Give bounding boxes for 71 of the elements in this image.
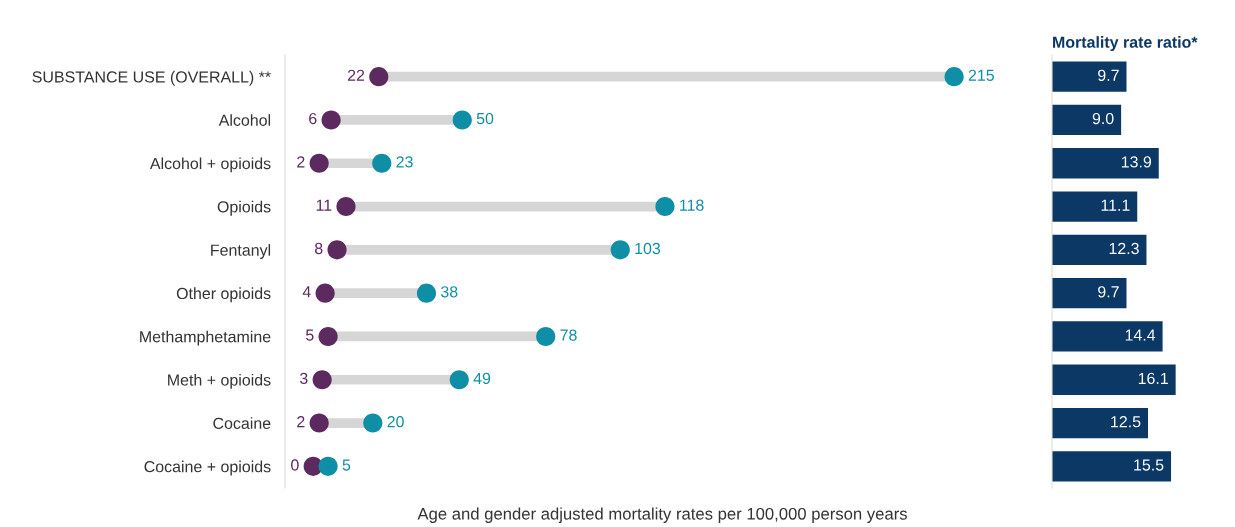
- data-label: 13.9: [1121, 156, 1152, 168]
- bar: [1052, 364, 1176, 395]
- data-label: 11: [316, 199, 332, 211]
- point: [655, 196, 675, 217]
- y-tick-label: Alcohol: [218, 114, 271, 126]
- bar: [1052, 321, 1163, 352]
- point: [321, 110, 341, 130]
- bar: [1052, 104, 1122, 136]
- point: [536, 326, 556, 347]
- point: [372, 153, 392, 173]
- data-label: 14.4: [1125, 329, 1156, 341]
- data-label: 15.5: [1134, 459, 1164, 471]
- data-label: 118: [680, 199, 704, 211]
- point: [369, 67, 389, 87]
- point: [449, 370, 469, 390]
- data-label: 5: [305, 329, 314, 341]
- data-label: 23: [396, 156, 413, 168]
- y-tick-label: Cocaine: [213, 417, 271, 429]
- data-label: 5: [342, 459, 351, 471]
- point: [315, 283, 335, 303]
- point: [336, 196, 356, 217]
- bar: [1052, 451, 1172, 482]
- data-label: 3: [299, 372, 308, 385]
- point: [416, 283, 437, 303]
- bar: [1052, 148, 1159, 179]
- y-tick-label: Other opioids: [176, 287, 271, 303]
- data-label: 78: [560, 329, 577, 341]
- data-label: 2: [297, 156, 305, 168]
- data-label: 22: [347, 69, 365, 81]
- data-label: 11.1: [1101, 199, 1130, 211]
- data-label: 4: [302, 286, 311, 298]
- bar: [1052, 277, 1127, 309]
- data-label: 12.3: [1109, 242, 1139, 255]
- point: [318, 456, 338, 476]
- data-label: 16.1: [1138, 372, 1168, 385]
- y-tick-label: Meth + opioids: [168, 373, 271, 389]
- data-label: 50: [476, 112, 494, 125]
- data-label: 2: [297, 416, 305, 428]
- bar: [1052, 407, 1148, 439]
- data-label: 9.0: [1092, 112, 1114, 125]
- data-label: 103: [635, 242, 661, 255]
- data-label: 6: [309, 112, 317, 125]
- bar: [1052, 61, 1127, 92]
- data-label: 215: [968, 69, 994, 81]
- chart-title: Mortality rate ratio*: [1053, 36, 1198, 51]
- point: [318, 326, 338, 347]
- y-tick-label: Fentanyl: [211, 244, 271, 259]
- data-label: 12.5: [1111, 416, 1141, 428]
- y-tick-label: Opioids: [217, 200, 271, 216]
- point: [327, 240, 347, 260]
- data-label: 20: [387, 416, 404, 428]
- data-label: 9.7: [1098, 69, 1119, 81]
- point: [309, 153, 329, 173]
- bar: [1052, 191, 1138, 222]
- data-label: 38: [440, 286, 458, 298]
- point: [452, 110, 472, 130]
- point: [312, 370, 332, 390]
- data-label: 49: [473, 372, 491, 385]
- point: [363, 413, 383, 433]
- point: [944, 67, 964, 87]
- y-tick-label: Methamphetamine: [140, 330, 271, 346]
- data-label: 9.7: [1098, 286, 1119, 298]
- point: [309, 413, 329, 433]
- data-label: 8: [314, 242, 323, 255]
- y-tick-label: Alcohol + opioids: [149, 157, 271, 173]
- x-axis-title: Age and gender adjusted mortality rates per 100,000 person years: [417, 507, 907, 523]
- point: [610, 240, 630, 260]
- bar: [1052, 234, 1147, 265]
- data-label: 0: [291, 459, 299, 471]
- y-tick-label: SUBSTANCE USE (OVERALL) **: [32, 70, 271, 86]
- y-tick-label: Cocaine + opioids: [144, 460, 271, 476]
